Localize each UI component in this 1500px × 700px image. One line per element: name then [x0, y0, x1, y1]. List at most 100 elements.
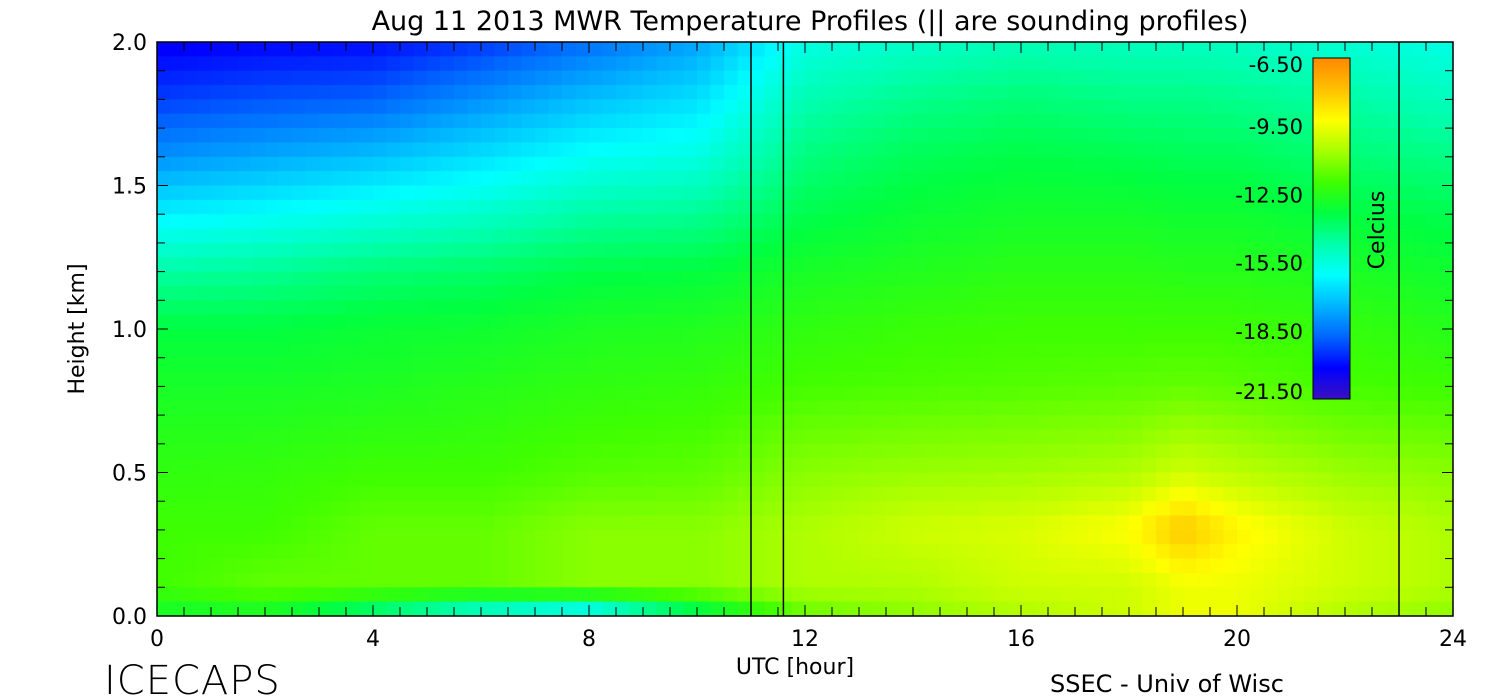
heat-cell: [508, 171, 523, 187]
heat-cell: [683, 601, 698, 616]
heat-cell: [319, 587, 334, 603]
heat-cell: [1399, 329, 1414, 344]
heat-cell: [1102, 458, 1117, 474]
heat-cell: [454, 156, 469, 172]
heat-cell: [238, 329, 253, 344]
heat-cell: [386, 42, 401, 57]
heat-cell: [521, 242, 536, 258]
heat-cell: [1142, 515, 1157, 531]
heat-cell: [1304, 601, 1319, 616]
heat-cell: [359, 56, 374, 72]
heat-cell: [845, 314, 860, 330]
heat-cell: [494, 329, 509, 344]
heat-cell: [980, 458, 995, 474]
heat-cell: [481, 386, 496, 402]
heat-cell: [764, 415, 779, 431]
heat-cell: [562, 56, 577, 72]
heat-cell: [1372, 544, 1387, 560]
heat-cell: [1169, 329, 1184, 344]
heat-cell: [548, 171, 563, 187]
heat-cell: [548, 472, 563, 488]
heat-cell: [1142, 472, 1157, 488]
heat-cell: [1115, 529, 1130, 545]
heat-cell: [319, 185, 334, 201]
heat-cell: [1277, 443, 1292, 459]
heat-cell: [589, 458, 604, 474]
heat-cell: [467, 386, 482, 402]
heat-cell: [1223, 443, 1238, 459]
heat-cell: [1210, 529, 1225, 545]
heat-cell: [1061, 372, 1076, 387]
heat-cell: [1169, 257, 1184, 273]
heat-cell: [913, 99, 928, 115]
heat-cell: [710, 228, 725, 244]
heat-cell: [1291, 185, 1306, 201]
heat-cell: [521, 558, 536, 574]
heat-cell: [643, 199, 658, 215]
heat-cell: [238, 515, 253, 531]
heat-cell: [1223, 42, 1238, 57]
heat-cell: [670, 529, 685, 545]
heat-cell: [1034, 85, 1049, 100]
heat-cell: [521, 214, 536, 230]
heat-cell: [913, 42, 928, 57]
heat-cell: [1142, 429, 1157, 445]
heat-cell: [467, 458, 482, 474]
heat-cell: [818, 429, 833, 445]
heat-cell: [1169, 242, 1184, 258]
heat-cell: [1075, 70, 1090, 86]
heat-cell: [589, 142, 604, 158]
heat-cell: [305, 242, 320, 258]
heat-cell: [980, 544, 995, 560]
heat-cell: [386, 515, 401, 531]
heat-cell: [440, 357, 455, 373]
heat-cell: [251, 415, 266, 431]
heat-cell: [845, 472, 860, 488]
heat-cell: [494, 199, 509, 215]
heat-cell: [224, 113, 239, 129]
heat-cell: [670, 113, 685, 129]
heat-cell: [1372, 156, 1387, 172]
heat-cell: [265, 300, 280, 316]
heat-cell: [184, 185, 199, 201]
heat-cell: [278, 199, 293, 215]
heat-cell: [751, 443, 766, 459]
heat-cell: [1331, 429, 1346, 445]
heat-cell: [940, 601, 955, 616]
heat-cell: [157, 257, 172, 273]
heat-cell: [602, 443, 617, 459]
heat-cell: [1115, 501, 1130, 517]
heat-cell: [1007, 314, 1022, 330]
icecaps-logo-text: ICECAPS: [104, 658, 281, 700]
heat-cell: [1075, 558, 1090, 574]
heat-cell: [265, 601, 280, 616]
heat-cell: [211, 329, 226, 344]
heat-cell: [521, 400, 536, 416]
heat-cell: [683, 142, 698, 158]
heat-cell: [1142, 357, 1157, 373]
heat-cell: [1210, 572, 1225, 588]
heat-cell: [1385, 443, 1400, 459]
heat-cell: [778, 443, 793, 459]
heat-cell: [859, 142, 874, 158]
heat-cell: [1277, 544, 1292, 560]
heat-cell: [413, 458, 428, 474]
heat-cell: [1021, 329, 1036, 344]
heat-cell: [521, 443, 536, 459]
heat-cell: [548, 558, 563, 574]
heat-cell: [373, 285, 388, 301]
heat-cell: [724, 343, 739, 359]
heat-cell: [386, 501, 401, 517]
heat-cell: [400, 357, 415, 373]
heat-cell: [373, 128, 388, 144]
heat-cell: [1115, 257, 1130, 273]
heat-cell: [1426, 587, 1441, 603]
heat-cell: [791, 415, 806, 431]
heat-cell: [1129, 429, 1144, 445]
heat-cell: [1264, 329, 1279, 344]
heat-cell: [1210, 214, 1225, 230]
heat-cell: [1115, 558, 1130, 574]
heat-cell: [1250, 357, 1265, 373]
heat-cell: [1426, 171, 1441, 187]
heat-cell: [751, 56, 766, 72]
